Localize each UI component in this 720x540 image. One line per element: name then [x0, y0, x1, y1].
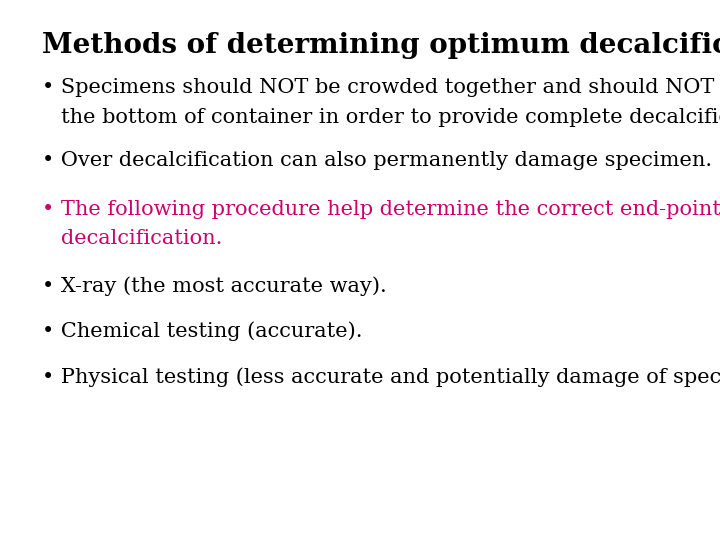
Text: • Over decalcification can also permanently damage specimen.: • Over decalcification can also permanen… [42, 151, 712, 170]
Text: Methods of determining optimum decalcification: Methods of determining optimum decalcifi… [42, 32, 720, 59]
Text: • Physical testing (less accurate and potentially damage of specimen).: • Physical testing (less accurate and po… [42, 367, 720, 387]
Text: • X-ray (the most accurate way).: • X-ray (the most accurate way). [42, 276, 387, 296]
Text: • Specimens should NOT be crowded together and should NOT contact: • Specimens should NOT be crowded togeth… [42, 78, 720, 97]
Text: the bottom of container in order to provide complete decalcification.: the bottom of container in order to prov… [61, 108, 720, 127]
Text: decalcification.: decalcification. [61, 230, 222, 248]
Text: • The following procedure help determine the correct end-point of: • The following procedure help determine… [42, 200, 720, 219]
Text: • Chemical testing (accurate).: • Chemical testing (accurate). [42, 321, 362, 341]
